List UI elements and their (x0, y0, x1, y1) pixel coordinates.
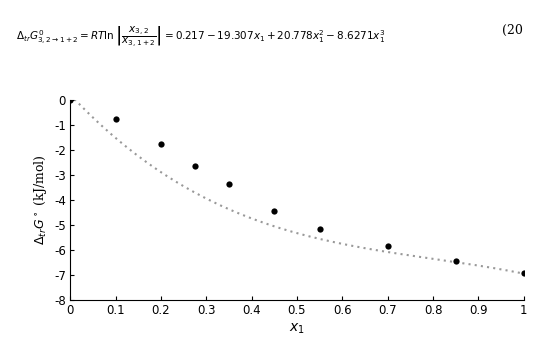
X-axis label: $x_1$: $x_1$ (289, 322, 305, 336)
Point (519, 270, 528, 275)
Text: (20: (20 (502, 24, 523, 37)
Point (111, 116, 120, 121)
Point (270, 209, 279, 214)
Point (66, 97, 75, 103)
Text: $\Delta_{tr}G^0_{3,2\rightarrow 1+2} = RT\ln\left|\dfrac{x_{3,2}}{x_{3,1+2}}\rig: $\Delta_{tr}G^0_{3,2\rightarrow 1+2} = R… (16, 24, 386, 49)
Point (383, 244, 392, 249)
Y-axis label: $\Delta_{tr} G^\circ$ (kJ/mol): $\Delta_{tr} G^\circ$ (kJ/mol) (32, 155, 49, 246)
Point (315, 226, 324, 231)
Point (451, 259, 460, 264)
Point (191, 164, 199, 169)
Point (157, 141, 165, 147)
Point (225, 181, 233, 187)
